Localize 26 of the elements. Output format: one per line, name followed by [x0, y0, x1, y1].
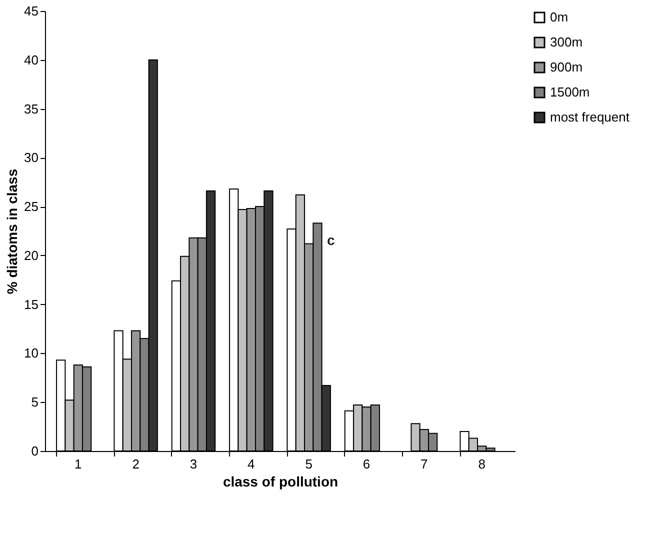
y-tick-label: 25: [24, 199, 38, 214]
legend-label: 1500m: [550, 84, 590, 100]
legend-label: 0m: [550, 10, 568, 24]
y-tick-label: 5: [31, 394, 38, 410]
y-tick-label: 40: [24, 52, 38, 68]
x-tick-label: 6: [362, 456, 370, 472]
x-tick-label: 7: [420, 456, 428, 472]
legend-label: most frequent: [550, 110, 630, 124]
x-tick-label: 8: [478, 456, 486, 472]
y-tick-label: 35: [24, 101, 38, 116]
y-tick-label: 15: [24, 296, 38, 312]
x-axis-title: class of pollution: [222, 474, 338, 490]
y-tick-label: 45: [24, 4, 38, 18]
y-tick-label: 20: [24, 248, 38, 263]
y-axis-title: % diatoms in class: [4, 168, 20, 294]
y-tick-label: 30: [24, 150, 38, 166]
x-tick-label: 2: [132, 456, 140, 472]
x-tick-label: 3: [190, 456, 198, 472]
annotation: c: [326, 232, 335, 248]
legend-label: 900m: [550, 60, 583, 74]
x-tick-label: 1: [74, 456, 82, 472]
y-tick-label: 10: [24, 346, 38, 361]
legend-label: 300m: [550, 34, 583, 50]
y-tick-label: 0: [31, 444, 38, 458]
x-tick-label: 5: [305, 456, 312, 472]
x-tick-label: 4: [248, 456, 255, 472]
